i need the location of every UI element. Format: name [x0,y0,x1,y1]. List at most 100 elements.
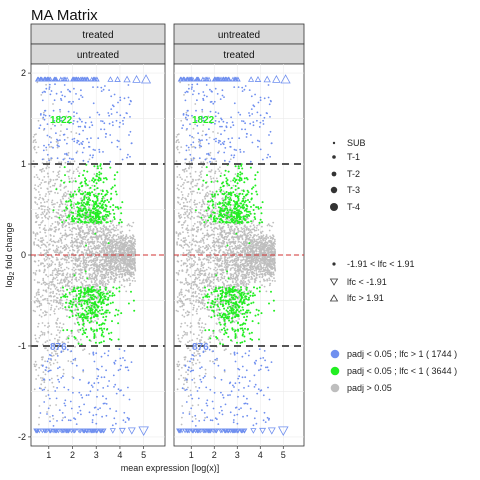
data-point [91,285,94,288]
data-point [88,126,91,129]
data-point [127,273,129,276]
data-point [250,278,253,280]
data-point [207,338,210,340]
data-point [34,272,37,275]
data-point [232,250,235,253]
data-point [97,216,100,219]
data-point [99,286,101,289]
data-point [41,99,44,102]
data-point [236,251,239,254]
data-point [96,367,98,370]
data-point [99,282,101,285]
data-point [57,290,60,293]
data-point [70,239,73,242]
data-point [119,121,121,124]
data-point [54,359,57,361]
data-point [131,252,134,254]
data-point [62,274,65,277]
data-point [116,111,118,114]
data-point [65,256,67,259]
data-point [249,259,252,262]
data-point [76,206,79,209]
data-point [113,174,116,177]
data-point [38,226,41,229]
data-point [113,238,115,241]
data-point [42,356,44,358]
data-point [45,167,48,169]
data-point [189,266,192,269]
data-point [36,305,39,308]
data-point [98,269,101,271]
data-point [72,180,75,182]
data-point [122,270,125,273]
data-point [54,390,57,392]
data-point [108,231,110,234]
data-point [73,285,76,288]
data-point [79,296,82,299]
data-point [195,206,198,209]
data-point [46,413,48,415]
data-point [92,351,95,354]
data-point [87,206,90,209]
data-point [118,126,121,128]
data-point [96,86,99,88]
data-point [198,319,201,321]
data-point [56,249,59,252]
data-point [100,200,103,203]
data-point [71,268,74,271]
data-point [89,294,92,296]
data-point [255,227,258,229]
panel-1: treated untreated 1822 876 [30,23,166,447]
data-point [81,96,84,98]
data-point [83,201,85,204]
data-point [56,144,59,147]
data-point [62,350,65,352]
data-point [94,248,96,251]
data-point [108,257,111,259]
data-point [59,330,62,332]
data-point [226,257,229,260]
data-point [182,187,185,190]
data-point [250,231,253,234]
data-point [190,210,192,213]
data-point [41,197,44,200]
data-point [87,295,90,298]
data-point [80,236,83,239]
data-point [100,228,103,231]
data-point [86,226,88,229]
data-point [243,246,246,249]
data-point [203,225,206,227]
data-point [184,237,187,239]
data-point [112,235,115,238]
data-point [52,209,55,212]
data-point [78,300,80,303]
data-point [68,302,71,305]
data-point [68,157,71,160]
data-point [201,322,204,324]
data-point [99,164,102,167]
data-point [83,198,86,200]
data-point [189,298,191,300]
data-point [70,102,73,105]
capped-point [42,428,49,434]
data-point [60,179,63,182]
data-point [68,247,70,249]
data-point [102,217,105,220]
data-point [48,146,51,148]
data-point [79,294,82,297]
data-point [199,142,202,145]
data-point [114,270,117,272]
data-point [72,215,74,218]
data-point [81,151,84,154]
data-point [125,234,128,236]
data-point [87,382,90,385]
data-point [68,169,71,172]
data-point [195,276,197,279]
data-point [43,144,45,147]
data-point [57,272,59,275]
data-point [117,207,120,210]
data-point [90,287,93,290]
data-point [75,312,78,314]
data-point [37,119,40,122]
data-point [93,173,96,176]
